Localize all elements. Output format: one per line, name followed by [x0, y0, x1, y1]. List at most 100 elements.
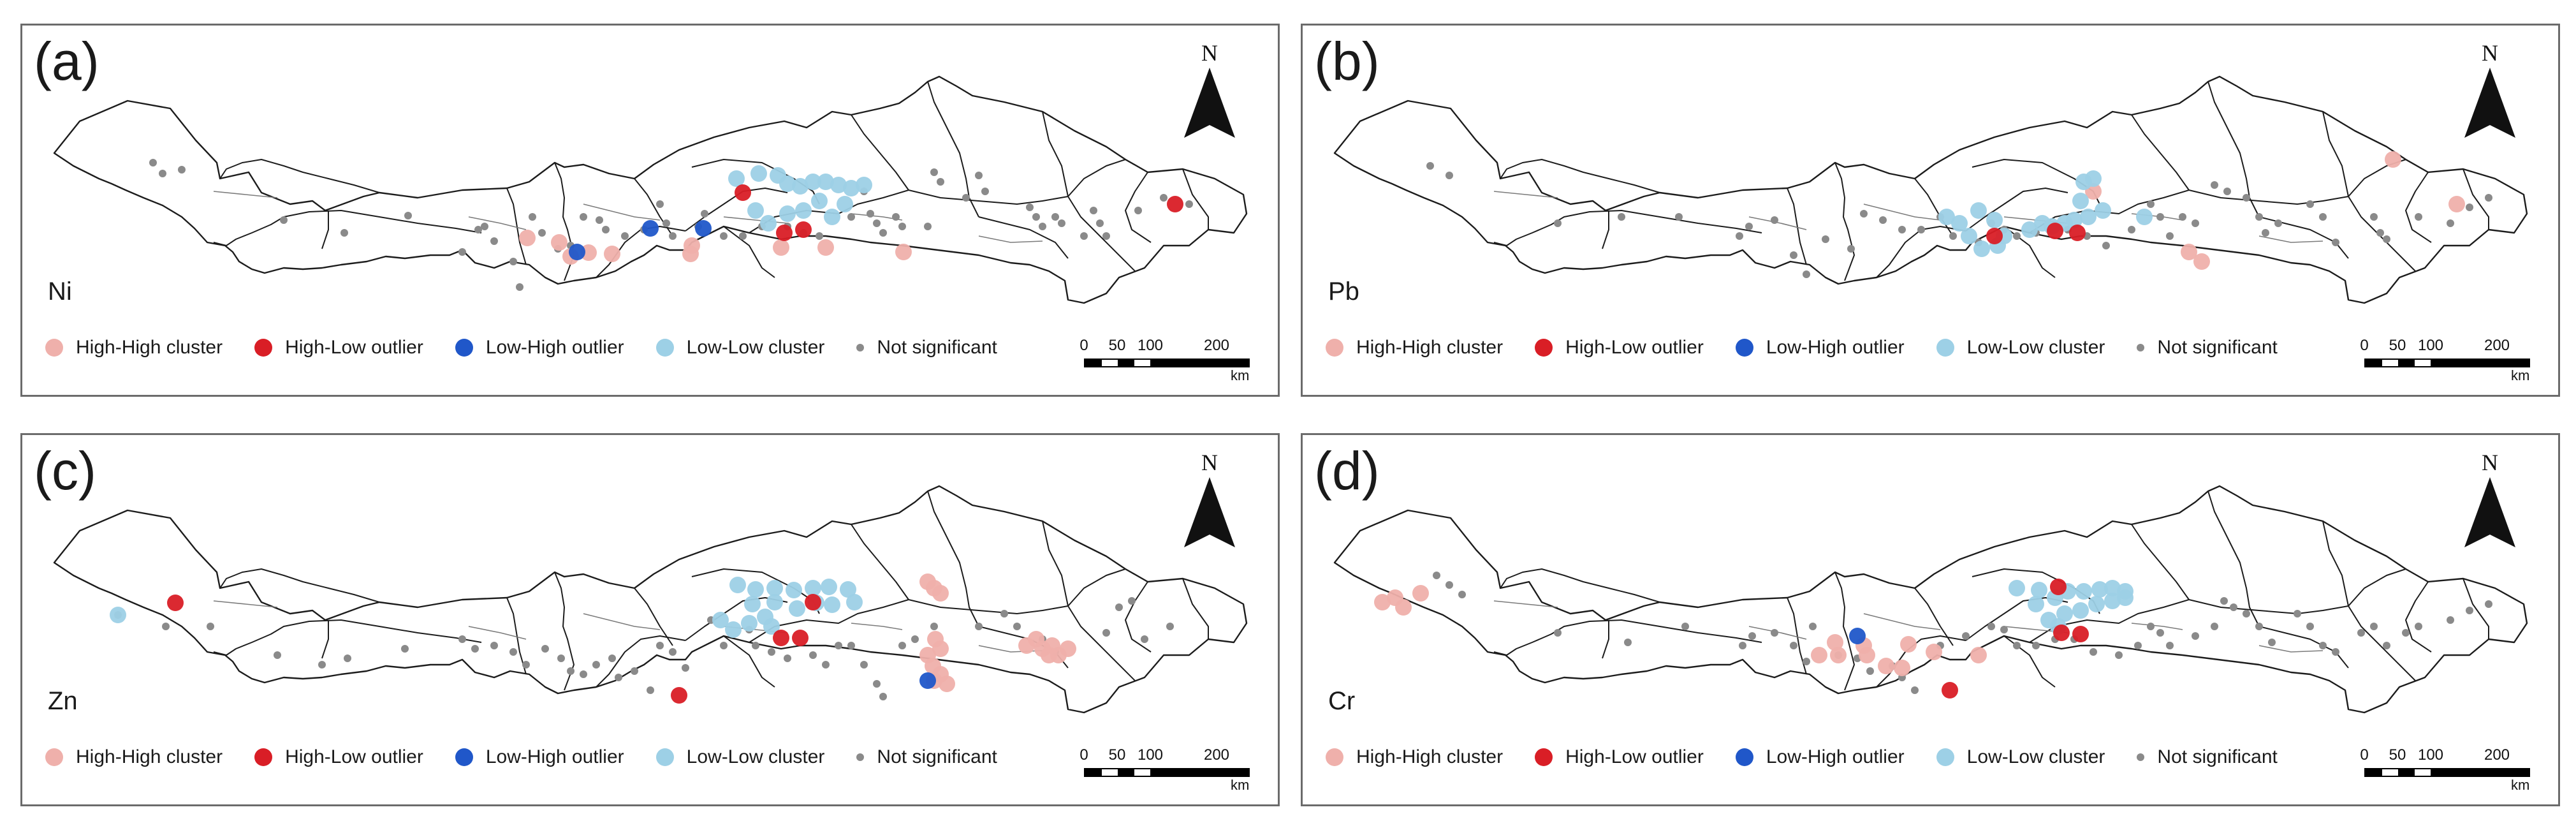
legend-label: Low-High outlier [1766, 337, 1905, 358]
map-panel-d: (d) Cr N High-High cluster High-Low outli… [1301, 433, 2560, 806]
legend: High-High cluster High-Low outlier Low-Hig… [45, 746, 1029, 768]
sample-point-not-significant [1026, 203, 1034, 211]
sample-point-low-low-cluster [2021, 221, 2038, 238]
sample-point-low-high-outlier [642, 220, 659, 237]
sample-point-low-low-cluster [2104, 580, 2121, 596]
river-line [468, 216, 527, 230]
sample-point-not-significant [567, 667, 574, 675]
sample-point-not-significant [975, 172, 983, 179]
sample-point-high-high-cluster [1412, 585, 1429, 602]
scale-tick-label: 100 [1137, 746, 1164, 764]
sub-basin-boundary [2322, 521, 2349, 607]
river-line [2258, 235, 2324, 243]
sample-point-low-low-cluster [766, 594, 783, 610]
legend-label: High-Low outlier [1565, 746, 1704, 767]
not-significant-dot-icon [2137, 344, 2145, 351]
metal-label: Cr [1328, 687, 1356, 715]
sample-point-low-high-outlier [1849, 628, 1866, 644]
sub-basin-boundary [1500, 159, 1660, 193]
sub-basin-boundary [1914, 178, 1954, 237]
sample-point-high-high-cluster [2181, 244, 2197, 260]
sample-point-not-significant [860, 661, 868, 669]
sample-point-not-significant [669, 648, 677, 656]
river-line [1493, 600, 1558, 608]
legend-item: High-Low outlier [254, 746, 423, 768]
sample-point-low-low-cluster [1951, 215, 1968, 232]
sample-point-not-significant [898, 642, 906, 649]
sample-point-low-low-cluster [846, 594, 863, 610]
basin-outline [53, 75, 1248, 304]
sample-point-not-significant [937, 178, 944, 186]
panel-label: (b) [1314, 31, 1380, 91]
sample-point-not-significant [2102, 242, 2110, 249]
sample-point-not-significant [2370, 213, 2378, 221]
sample-point-not-significant [1134, 207, 1142, 214]
high-low-outlier-dot-icon [1535, 748, 1553, 766]
sub-basin-boundary [908, 189, 1069, 205]
sample-point-not-significant [2147, 623, 2155, 630]
sample-point-low-low-cluster [747, 581, 764, 598]
north-arrow: N [1178, 449, 1241, 558]
sample-point-low-low-cluster [750, 165, 767, 182]
scale-tick-label: 200 [2484, 746, 2510, 764]
sample-point-not-significant [892, 213, 900, 221]
sample-point-not-significant [2447, 219, 2454, 227]
sample-point-not-significant [720, 642, 728, 649]
panel-label: (d) [1314, 441, 1380, 501]
sample-point-not-significant [159, 170, 166, 177]
scale-tick-label: 50 [2389, 337, 2406, 354]
sample-point-not-significant [911, 635, 919, 643]
legend-label: High-Low outlier [285, 337, 423, 358]
sample-point-not-significant [981, 188, 989, 195]
sample-point-not-significant [847, 213, 855, 221]
sample-point-not-significant [1771, 629, 1778, 637]
river-line [1748, 626, 1807, 640]
legend-label: High-High cluster [1356, 746, 1504, 767]
river-line [1748, 216, 1807, 230]
legend: High-High cluster High-Low outlier Low-Hig… [45, 337, 1029, 359]
sub-basin-boundary [2463, 168, 2489, 230]
sample-point-not-significant [2485, 600, 2492, 608]
sample-point-not-significant [2332, 648, 2339, 656]
scale-tick-label: 100 [2417, 337, 2444, 354]
sub-basin-boundary [1602, 211, 1609, 249]
sample-point-low-low-cluster [2104, 593, 2121, 609]
sample-point-not-significant [1879, 216, 1887, 224]
sub-basin-boundary [2188, 599, 2349, 614]
sample-point-not-significant [2294, 610, 2301, 617]
sub-basin-boundary [2258, 626, 2349, 669]
sample-point-not-significant [656, 642, 664, 649]
sample-point-not-significant [2179, 213, 2186, 221]
legend-label: Not significant [2157, 746, 2278, 767]
sub-basin-boundary [1602, 620, 1609, 659]
sub-basin-boundary [2131, 524, 2190, 600]
sample-point-not-significant [1962, 632, 1970, 640]
sample-point-high-high-cluster [817, 239, 834, 256]
sample-point-not-significant [2223, 188, 2231, 195]
sample-point-not-significant [975, 623, 983, 630]
sample-point-high-high-cluster [2385, 151, 2401, 168]
legend-label: Low-Low cluster [686, 746, 825, 767]
sample-point-high-low-outlier [795, 221, 812, 238]
sample-point-not-significant [280, 216, 288, 224]
basin-outline [1333, 485, 2528, 714]
sub-basin-boundary [2322, 111, 2349, 197]
sample-point-not-significant [2243, 610, 2250, 617]
sample-point-low-low-cluster [725, 621, 742, 638]
scale-tick-label: 200 [1203, 337, 1230, 354]
river-line [2258, 645, 2324, 653]
sample-point-not-significant [2032, 642, 2040, 649]
sample-point-not-significant [1736, 232, 1743, 240]
sample-point-not-significant [1445, 581, 1453, 589]
sample-point-low-low-cluster [1970, 202, 1987, 219]
legend-item: Low-Low cluster [1936, 746, 2105, 768]
sample-point-high-high-cluster [1970, 647, 1987, 663]
north-letter: N [1201, 40, 1218, 66]
sub-basin-boundary [506, 597, 527, 675]
sub-basin-boundary [2029, 189, 2190, 233]
river-line [2131, 623, 2183, 630]
sample-point-high-high-cluster [1926, 644, 1942, 660]
river-line [583, 203, 661, 221]
legend-label: Not significant [2157, 337, 2278, 358]
sample-point-not-significant [631, 667, 638, 675]
